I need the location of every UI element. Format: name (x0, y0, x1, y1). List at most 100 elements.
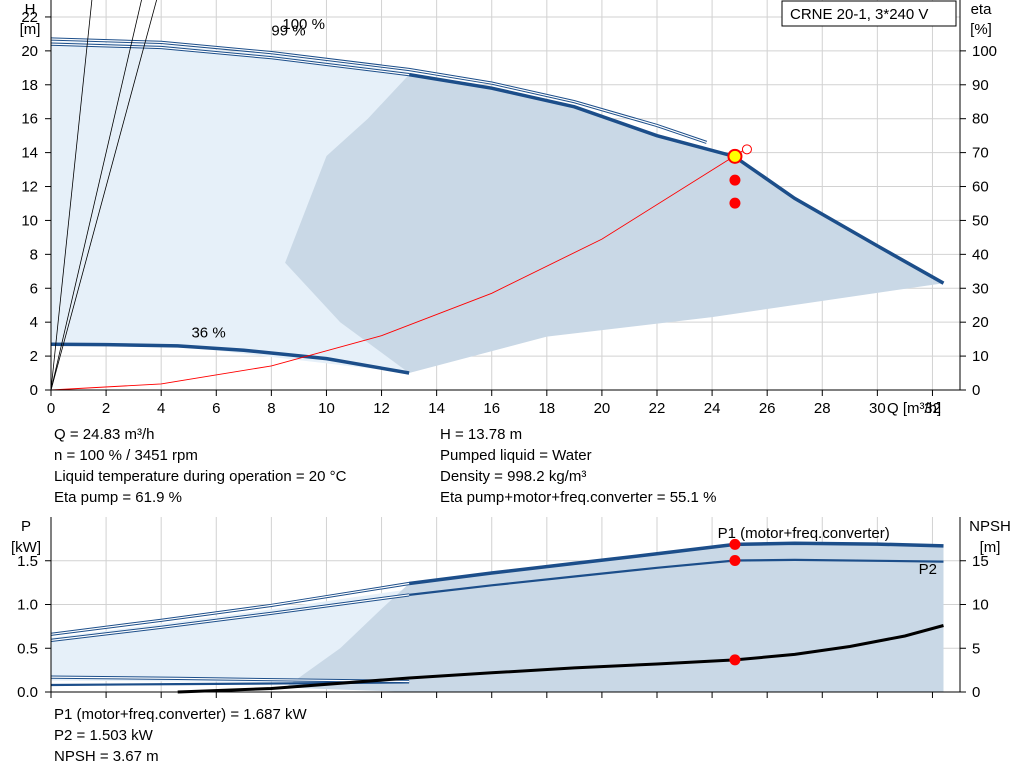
x-tick-label: 16 (483, 400, 500, 417)
npsh-curve-6 (177, 624, 944, 694)
eta-pump-point (729, 174, 741, 186)
y-left-tick-label: 1.0 (17, 597, 38, 614)
y-left-tick-label: 0.0 (17, 684, 38, 701)
curve-label: 100 % (282, 16, 325, 33)
curve-label: P1 (motor+freq.converter) (718, 525, 890, 542)
info-npsh: NPSH = 3.67 m (54, 748, 159, 765)
operating-info-left: Q = 24.83 m³/h n = 100 % / 3451 rpm Liqu… (54, 424, 346, 508)
x-tick-label: 18 (538, 400, 555, 417)
p2-point (729, 554, 741, 566)
head-curve-1-core (50, 38, 707, 143)
head-efficiency-chart: 100 %99 %36 %0 2 4 6 8 10 12 14 16 18 20 22 24 26 28 30… (20, 0, 997, 417)
y-right-tick-label: 10 (972, 597, 989, 614)
p-min-curve-5-core (50, 676, 410, 683)
curve-label: P2 (919, 561, 937, 578)
y-right-tick-label: 70 (972, 145, 989, 162)
x-tick-label: 8 (267, 400, 275, 417)
info-eta-pump: Eta pump = 61.9 % (54, 489, 182, 506)
x-tick-label: 26 (759, 400, 776, 417)
power-info: P1 (motor+freq.converter) = 1.687 kW P2 … (54, 704, 307, 767)
y-left-tick-label: 20 (21, 43, 38, 60)
y-left-tick-label: 0.5 (17, 640, 38, 657)
x-tick-label: 32 (924, 400, 941, 417)
y-right-tick-label: 15 (972, 553, 989, 570)
y-right-tick-label: 0 (972, 382, 980, 399)
y-left-tick-label: 22 (21, 9, 38, 26)
model-label: CRNE 20-1, 3*240 V (790, 6, 928, 23)
y-left-unit: [m] (20, 21, 41, 38)
eta-total-point (729, 197, 741, 209)
operating-range-shaded (285, 74, 944, 373)
y-left-tick-label: 10 (21, 212, 38, 229)
x-tick-label: 20 (594, 400, 611, 417)
eta-curve-8 (50, 0, 158, 391)
duty-point (727, 148, 743, 164)
p1-curve-1-core (50, 582, 410, 635)
info-density: Density = 998.2 kg/m³ (440, 468, 587, 485)
x-tick-label: 0 (47, 400, 55, 417)
y-right-tick-label: 0 (972, 684, 980, 701)
info-eta-total: Eta pump+motor+freq.converter = 55.1 % (440, 489, 717, 506)
head-min-curve-3 (50, 342, 410, 375)
power-range-shaded (285, 543, 944, 692)
info-speed: n = 100 % / 3451 rpm (54, 447, 198, 464)
x-tick-label: 2 (102, 400, 110, 417)
curve-label: 99 % (271, 23, 305, 40)
y-right-tick-label: 10 (972, 348, 989, 365)
p1-point (729, 538, 741, 550)
y-left-tick-label: 16 (21, 111, 38, 128)
info-temperature: Liquid temperature during operation = 20… (54, 468, 347, 485)
y-right-title: eta (971, 1, 993, 18)
y-left-tick-label: 4 (30, 314, 38, 331)
y-left-title: P (21, 518, 31, 535)
x-axis-title: Q [m³/h] (887, 400, 941, 417)
y-right-tick-label: 20 (972, 314, 989, 331)
y-right-tick-label: 30 (972, 280, 989, 297)
y-left-tick-label: 6 (30, 280, 38, 297)
info-flow: Q = 24.83 m³/h (54, 426, 155, 443)
p2-curve-3-core (50, 594, 410, 641)
y-right-title: NPSH (969, 518, 1011, 535)
x-tick-label: 12 (373, 400, 390, 417)
x-tick-label: 10 (318, 400, 335, 417)
y-left-unit: [kW] (11, 539, 41, 556)
y-right-tick-label: 50 (972, 212, 989, 229)
system-curve-10 (50, 147, 749, 391)
y-right-unit: [%] (970, 21, 992, 38)
y-left-tick-label: 14 (21, 145, 38, 162)
y-left-tick-label: 12 (21, 179, 38, 196)
x-tick-label: 4 (157, 400, 165, 417)
power-npsh-chart: P1 (motor+freq.converter) P2 0.0 0.5 1.0 1.5 0… (11, 517, 1011, 701)
y-left-tick-label: 18 (21, 77, 38, 94)
p1-curve-0 (408, 541, 944, 586)
head-curve-2-core (50, 43, 410, 76)
y-right-tick-label: 40 (972, 246, 989, 263)
y-right-tick-label: 80 (972, 111, 989, 128)
y-right-tick-label: 90 (972, 77, 989, 94)
system-end-marker (741, 144, 752, 155)
y-right-tick-label: 60 (972, 179, 989, 196)
eta-curve-9 (50, 0, 142, 391)
y-right-unit: [m] (980, 539, 1001, 556)
info-head: H = 13.78 m (440, 426, 523, 443)
head-curve-0 (408, 72, 945, 285)
y-left-tick-label: 1.5 (17, 553, 38, 570)
y-left-title: H (25, 1, 36, 18)
x-tick-label: 6 (212, 400, 220, 417)
y-right-tick-label: 5 (972, 640, 980, 657)
x-tick-label: 28 (814, 400, 831, 417)
model-label-box: CRNE 20-1, 3*240 V (781, 0, 957, 27)
power-range-light (51, 589, 410, 682)
x-tick-label: 24 (704, 400, 721, 417)
info-p1: P1 (motor+freq.converter) = 1.687 kW (54, 706, 307, 723)
y-left-tick-label: 0 (30, 382, 38, 399)
p2-curve-2 (408, 558, 944, 596)
x-tick-label: 22 (649, 400, 666, 417)
x-tick-label: 14 (428, 400, 445, 417)
info-p2: P2 = 1.503 kW (54, 727, 153, 744)
info-liquid: Pumped liquid = Water (440, 447, 592, 464)
y-left-tick-label: 2 (30, 348, 38, 365)
x-tick-label: 30 (869, 400, 886, 417)
npsh-point (729, 654, 741, 666)
